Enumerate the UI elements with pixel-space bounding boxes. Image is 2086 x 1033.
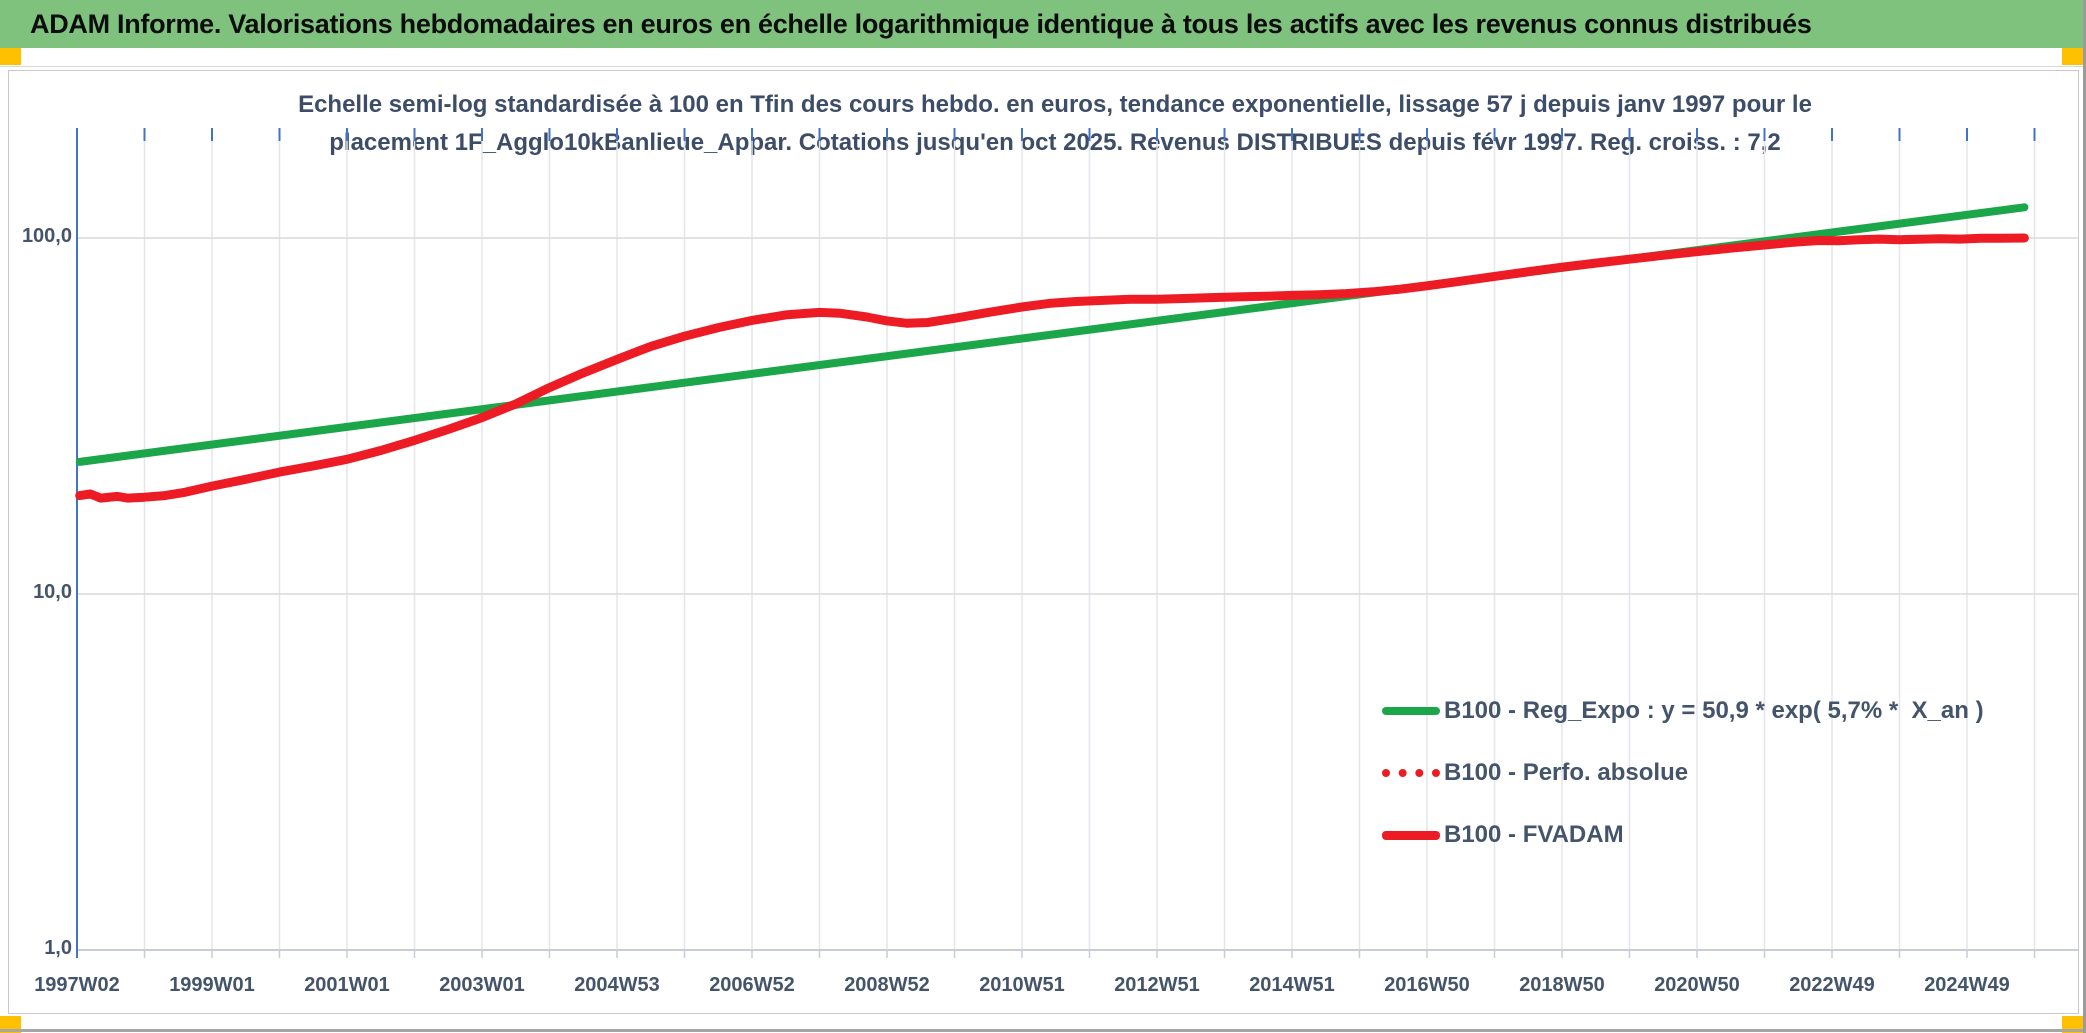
legend-item-perfo-absolue[interactable]: B100 - Perfo. absolue	[1382, 756, 1984, 790]
x-axis-label: 2012W51	[1114, 974, 1200, 996]
x-axis-label: 2014W51	[1249, 974, 1335, 996]
banner-title: ADAM Informe. Valorisations hebdomadaire…	[30, 8, 1812, 39]
chart-title-line2: placement 1F_Agglo10kBanlieue_Appar. Cot…	[329, 129, 1781, 156]
legend-label: B100 - Reg_Expo : y = 50,9 * exp( 5,7% *…	[1444, 697, 1984, 724]
y-axis-label: 1,0	[44, 937, 72, 959]
x-axis-label: 2008W52	[844, 974, 930, 996]
highlight-cell-bottom-left	[0, 1016, 21, 1033]
gridline-row-divider	[0, 66, 2083, 67]
red-dotted-line-swatch-icon	[1382, 769, 1440, 777]
chart-title: Echelle semi-log standardisée à 100 en T…	[80, 86, 2030, 162]
green-line-swatch-icon	[1382, 707, 1440, 715]
highlight-cell-top-right	[2062, 48, 2083, 65]
x-axis-label: 1997W02	[34, 974, 120, 996]
y-axis-label: 100,0	[21, 225, 72, 247]
x-axis-label: 2018W50	[1519, 974, 1605, 996]
x-axis-label: 2006W52	[709, 974, 795, 996]
red-line-swatch-icon	[1382, 830, 1440, 840]
legend-item-reg-expo[interactable]: B100 - Reg_Expo : y = 50,9 * exp( 5,7% *…	[1382, 694, 1984, 728]
window-right-edge	[2083, 0, 2086, 1033]
legend-label: B100 - Perfo. absolue	[1444, 759, 1689, 786]
x-axis-label: 2004W53	[574, 974, 660, 996]
highlight-cell-top-left	[0, 48, 21, 65]
x-axis-label: 1999W01	[169, 974, 255, 996]
x-axis-label: 2022W49	[1789, 974, 1875, 996]
legend-item-fvadam[interactable]: B100 - FVADAM	[1382, 818, 1984, 852]
bottom-border-line	[0, 1029, 2083, 1032]
highlight-cell-bottom-right	[2062, 1016, 2083, 1033]
x-axis-label: 2003W01	[439, 974, 525, 996]
x-axis-label: 2024W49	[1924, 974, 2010, 996]
legend-label: B100 - FVADAM	[1444, 821, 1624, 848]
banner: ADAM Informe. Valorisations hebdomadaire…	[0, 0, 2083, 48]
chart-title-line1: Echelle semi-log standardisée à 100 en T…	[298, 91, 1812, 118]
x-axis-label: 2020W50	[1654, 974, 1740, 996]
x-axis-label: 2010W51	[979, 974, 1065, 996]
y-axis-label: 10,0	[33, 581, 72, 603]
x-axis-label: 2001W01	[304, 974, 390, 996]
legend[interactable]: B100 - Reg_Expo : y = 50,9 * exp( 5,7% *…	[1382, 694, 1984, 880]
x-axis-label: 2016W50	[1384, 974, 1470, 996]
